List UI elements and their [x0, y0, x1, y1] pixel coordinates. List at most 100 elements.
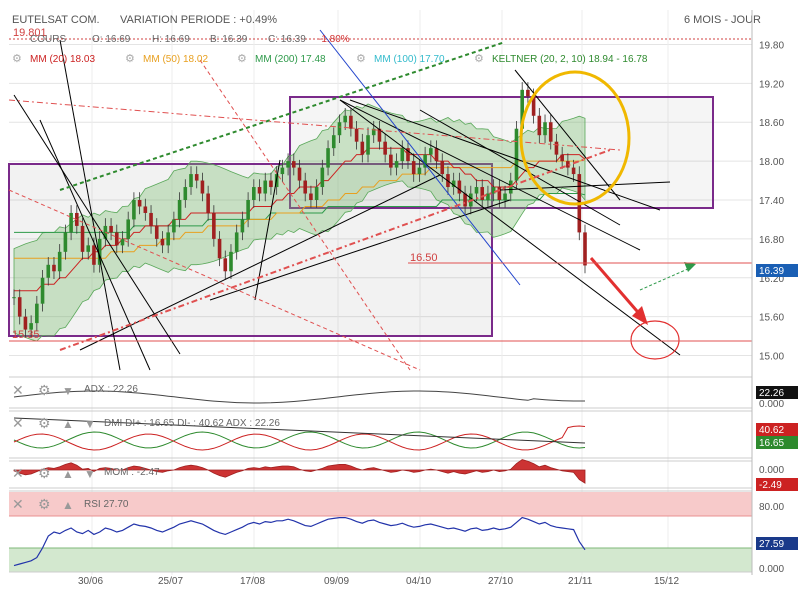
arrow-down-icon[interactable]: ▼: [84, 467, 96, 481]
ohlc-high: H: 16.69: [152, 34, 190, 45]
candle-body: [389, 154, 393, 168]
price-tick-label: 18.60: [759, 118, 784, 129]
dmi-minus-badge: [756, 423, 798, 436]
date-tick-label: 25/07: [158, 576, 183, 587]
candle-body: [366, 135, 370, 155]
candle-body: [120, 238, 125, 246]
rsi-line: [13, 516, 586, 567]
candle-body: [234, 232, 239, 252]
candle-body: [520, 89, 524, 129]
candle-body: [280, 167, 285, 175]
candle-body: [291, 161, 296, 168]
ohlc-low: B: 16.39: [210, 34, 248, 45]
candle-body: [109, 225, 113, 233]
candle-body: [166, 232, 170, 246]
gear-icon[interactable]: ⚙: [38, 415, 51, 431]
candle-body: [240, 219, 245, 233]
adx-tick: 0.000: [759, 399, 784, 410]
candle-body: [206, 193, 210, 213]
last-price-value: 16.39: [759, 266, 784, 277]
candle-body: [57, 251, 62, 272]
gear-icon[interactable]: ⚙: [237, 53, 247, 65]
date-tick-label: 27/10: [488, 576, 513, 587]
arrow-up-icon[interactable]: ▲: [62, 417, 74, 431]
trend-line: [209, 199, 511, 301]
trend-line: [319, 29, 521, 286]
close-icon[interactable]: ✕: [12, 415, 24, 431]
gear-icon[interactable]: ⚙: [12, 53, 22, 65]
candle-body: [463, 193, 467, 207]
candle-body: [40, 277, 45, 304]
adx-value: 22.26: [759, 388, 784, 399]
dmi-lines: [13, 417, 586, 451]
date-axis: 30/06 25/07 17/08 09/09 04/10 27/10 21/11 15/12: [78, 576, 679, 587]
candle-body: [17, 297, 22, 317]
date-tick-label: 30/06: [78, 576, 103, 587]
candle-body: [97, 238, 102, 265]
trend-line: [59, 41, 506, 191]
candle-body: [360, 141, 365, 155]
di-minus-line: [13, 425, 586, 451]
dmi-label: DMI DI+ : 16.65 DI- : 40.62 ADX : 22.26: [104, 418, 280, 429]
candle-body: [371, 128, 376, 136]
adx-label: ADX : 22.26: [84, 384, 138, 395]
momentum-panel: ✕ ⚙ ▲ ▼ MOM : -2.47 0.000 -2.49: [9, 459, 798, 491]
price-axis: 19.80 19.20 18.60 18.00 17.40 16.80 16.20 15.60…: [759, 40, 784, 362]
ohlc-change: -1.80%: [318, 34, 350, 45]
candle-body: [200, 180, 205, 194]
trend-lines: [8, 29, 681, 371]
candle-body: [143, 206, 148, 213]
level-label-top: 19.801: [13, 27, 47, 39]
candle-body: [394, 161, 399, 168]
trend-line: [339, 99, 641, 251]
gear-icon[interactable]: ⚙: [38, 382, 51, 398]
arrow-down-icon[interactable]: ▼: [84, 417, 96, 431]
candle-body: [400, 148, 405, 162]
candle-body: [314, 187, 319, 200]
candle-body: [486, 193, 490, 200]
trend-line: [339, 99, 681, 356]
candle-body: [503, 193, 507, 200]
arrow-up-icon[interactable]: ▲: [62, 467, 74, 481]
candle-body: [160, 238, 165, 246]
arrow-up-icon[interactable]: ▲: [62, 498, 74, 512]
ohlc-cours: COURS: [30, 34, 66, 45]
gear-icon[interactable]: ⚙: [38, 496, 51, 512]
arrow-down-icon[interactable]: ▼: [62, 384, 74, 398]
candle-body: [132, 200, 136, 220]
candle-body: [480, 187, 485, 200]
candle-body: [531, 96, 536, 116]
candle-body: [514, 128, 519, 181]
gear-icon[interactable]: ⚙: [125, 53, 135, 65]
gear-icon[interactable]: ⚙: [38, 465, 51, 481]
candle-body: [440, 161, 445, 175]
price-tick-label: 19.20: [759, 79, 784, 90]
candle-body: [194, 174, 199, 181]
target-arrow-head: [632, 306, 648, 325]
candle-body: [543, 122, 547, 136]
gear-icon[interactable]: ⚙: [474, 53, 484, 65]
candle-body: [491, 187, 496, 194]
candle-body: [526, 89, 530, 97]
candle-body: [286, 161, 290, 168]
trend-line: [419, 109, 621, 226]
close-icon[interactable]: ✕: [12, 465, 24, 481]
trend-line: [59, 39, 121, 371]
mom-value: -2.49: [759, 480, 782, 491]
trend-line: [39, 119, 151, 371]
level-label-mid: 16.50: [410, 252, 438, 264]
candle-body: [560, 154, 564, 162]
gear-icon[interactable]: ⚙: [356, 53, 366, 65]
momentum-area: [13, 459, 586, 484]
highlight-ellipse-yellow: [519, 70, 631, 206]
candle-body: [223, 258, 228, 272]
trend-line: [13, 94, 181, 355]
period-label[interactable]: 6 MOIS - JOUR: [684, 14, 761, 26]
close-icon[interactable]: ✕: [12, 382, 24, 398]
mm50-line: [14, 159, 586, 259]
candle-body: [189, 174, 193, 188]
close-icon[interactable]: ✕: [12, 496, 24, 512]
dmi-plus-value: 16.65: [759, 438, 784, 449]
target-ellipse-red: [630, 320, 680, 360]
trend-line: [514, 69, 621, 201]
